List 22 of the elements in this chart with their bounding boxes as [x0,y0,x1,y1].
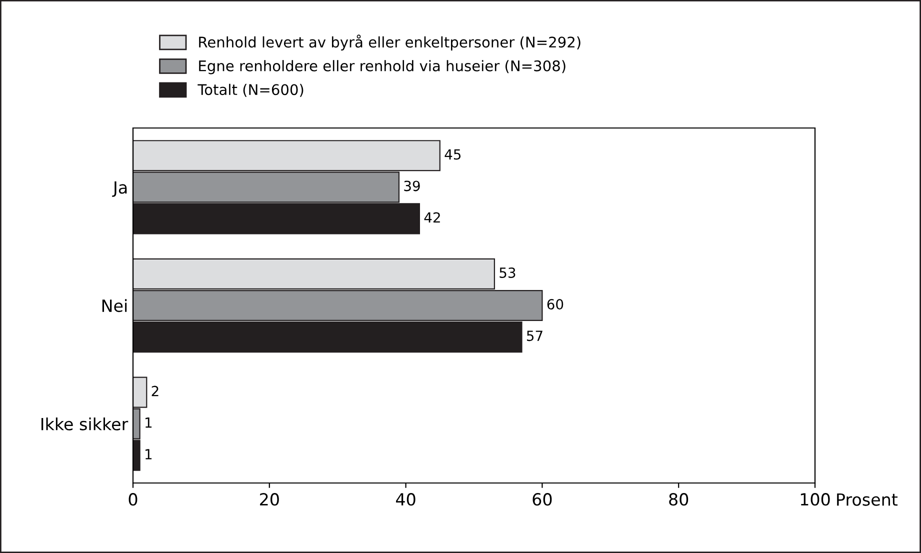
y-tick-label: Ikke sikker [41,418,128,430]
data-label: 2 [152,386,158,396]
data-label: 1 [146,418,152,428]
legend-label: Totalt (N=600) [198,84,304,97]
x-tick-label: 20 [260,493,279,506]
x-axis-title: Prosent [837,493,898,506]
y-tick-label: Nei [102,299,127,312]
y-tick-label: Ja [112,181,127,197]
data-label: 60 [547,299,564,310]
data-label: 57 [526,330,542,342]
x-tick-label: 0 [128,493,138,506]
legend-label: Renhold levert av byrå eller enkeltpersoner (N=292) [199,34,580,50]
x-tick-label: 100 [800,493,830,506]
x-tick-label: 40 [396,493,416,506]
data-label: 39 [404,180,420,192]
data-label: 45 [444,149,461,160]
x-tick-label: 60 [532,493,552,506]
data-label: 1 [146,449,152,460]
x-tick-label: 80 [669,493,688,506]
legend-label: Egne renholdere eller renhold via huseier (N=308) [199,60,566,74]
data-label: 53 [500,267,516,278]
data-label: 42 [424,212,440,223]
